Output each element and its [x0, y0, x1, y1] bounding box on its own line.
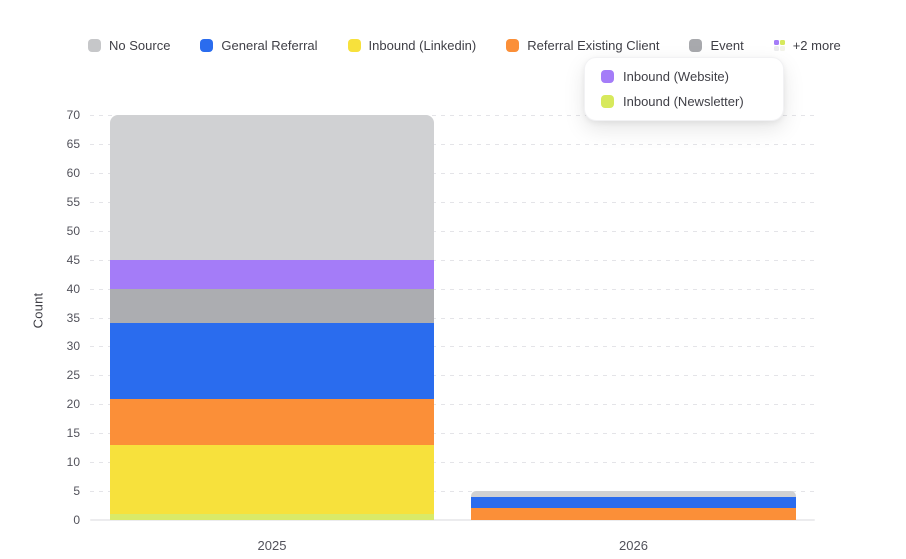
mini-dot-icon [779, 39, 785, 45]
y-tick-label: 10 [66, 455, 80, 470]
legend-item-event[interactable]: Event [689, 37, 744, 53]
gridline [90, 143, 815, 145]
bar-segment-inbound-newsletter[interactable] [110, 514, 434, 520]
bar-segment-general-referral[interactable] [471, 496, 796, 509]
gridline [90, 346, 815, 348]
y-tick-label: 45 [66, 252, 80, 267]
y-tick-label: 65 [66, 136, 80, 151]
legend-swatch-icon [689, 38, 703, 52]
legend-item-label: No Source [109, 37, 171, 53]
legend-item-inbound-linkedin[interactable]: Inbound (Linkedin) [347, 37, 477, 53]
plot-area [90, 115, 815, 521]
legend-swatch-icon [200, 38, 214, 52]
chart-legend: No Source General Referral Inbound (Linked… [88, 36, 841, 54]
y-tick-label: 55 [66, 194, 80, 209]
y-tick-label: 15 [66, 426, 80, 441]
stacked-bar-2025[interactable] [110, 115, 434, 520]
legend-item-label: Inbound (Linkedin) [368, 37, 477, 53]
gridline [90, 288, 815, 290]
y-tick-label: 40 [66, 281, 80, 296]
legend-more-dots-icon [773, 39, 785, 51]
gridline [90, 317, 815, 319]
gridline [90, 259, 815, 261]
legend-item-general-referral[interactable]: General Referral [200, 37, 318, 53]
mini-dot-icon [773, 45, 779, 51]
legend-item-no-source[interactable]: No Source [88, 38, 170, 53]
bar-segment-event[interactable] [110, 288, 434, 324]
bar-segment-referral-existing-client[interactable] [471, 508, 796, 520]
legend-item-referral-existing-client[interactable]: Referral Existing Client [506, 38, 659, 53]
legend-swatch-icon [88, 38, 101, 52]
legend-more-label: +2 more [792, 37, 841, 53]
legend-swatch-icon [506, 38, 520, 52]
gridline [90, 404, 815, 406]
bar-segment-inbound-website[interactable] [110, 259, 434, 289]
y-tick-label: 60 [66, 165, 80, 180]
legend-item-label: General Referral [221, 37, 318, 53]
gridline [90, 491, 815, 493]
popup-legend-label: Inbound (Newsletter) [623, 94, 744, 109]
gridline [90, 230, 815, 232]
legend-swatch-icon [347, 38, 361, 52]
legend-item-label: Event [710, 37, 744, 53]
gridline [90, 462, 815, 464]
y-tick-label: 70 [66, 108, 80, 122]
gridline [90, 201, 815, 203]
y-tick-label: 0 [73, 513, 80, 527]
y-tick-label: 30 [66, 339, 80, 354]
bar-segment-inbound-linkedin[interactable] [110, 444, 434, 515]
bar-segment-no-source[interactable] [110, 115, 434, 260]
legend-swatch-icon [601, 70, 614, 83]
legend-item-label: Referral Existing Client [527, 37, 660, 53]
y-tick-label: 20 [66, 397, 80, 412]
x-tick-label-2025: 2025 [257, 538, 287, 553]
x-tick-label-2026: 2026 [619, 538, 648, 553]
bar-segment-no-source[interactable] [471, 491, 796, 497]
mini-dot-icon [779, 45, 785, 51]
legend-overflow-popup: Inbound (Website) Inbound (Newsletter) [584, 57, 784, 121]
popup-legend-item-inbound-website[interactable]: Inbound (Website) [601, 69, 767, 84]
gridline [90, 375, 815, 377]
x-axis-line [90, 519, 815, 521]
y-tick-label: 35 [66, 310, 80, 325]
gridline [90, 115, 815, 116]
gridline [90, 433, 815, 435]
stacked-bar-2026[interactable] [471, 491, 796, 520]
bar-segment-general-referral[interactable] [110, 323, 434, 399]
y-tick-label: 50 [66, 223, 80, 238]
mini-dot-icon [773, 39, 779, 45]
popup-legend-label: Inbound (Website) [623, 69, 729, 84]
y-tick-label: 5 [73, 484, 80, 499]
popup-legend-item-inbound-newsletter[interactable]: Inbound (Newsletter) [601, 94, 767, 109]
bar-segment-referral-existing-client[interactable] [110, 398, 434, 445]
y-tick-label: 25 [66, 368, 80, 383]
gridline [90, 172, 815, 174]
legend-more-button[interactable]: +2 more [773, 37, 841, 53]
legend-swatch-icon [601, 95, 614, 108]
